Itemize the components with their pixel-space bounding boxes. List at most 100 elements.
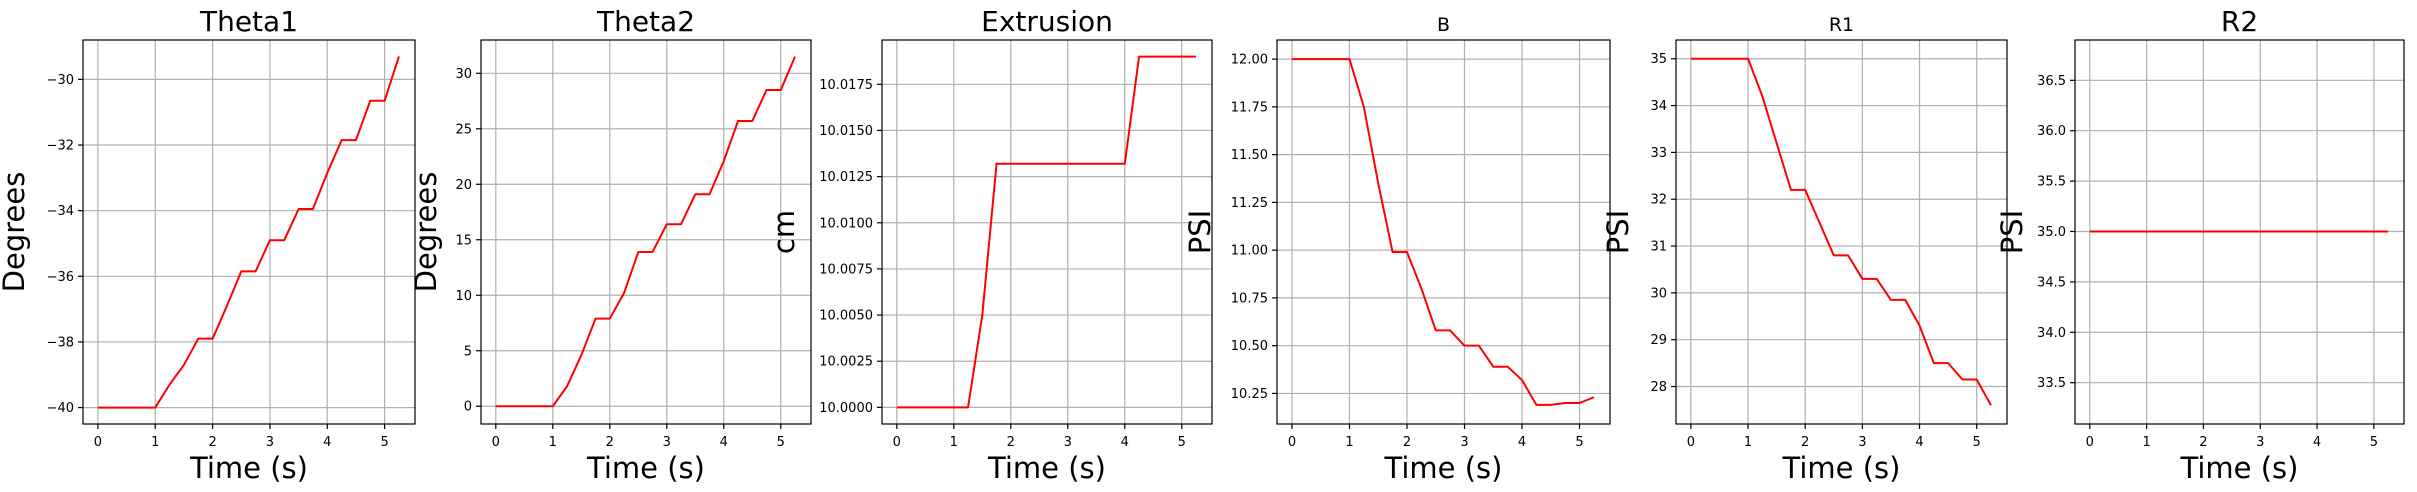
y-tick-label: 10.75 [1231, 291, 1268, 306]
y-tick-label: 25 [455, 122, 472, 137]
axes-frame [82, 39, 416, 425]
y-tick-label: 33.5 [2037, 376, 2066, 391]
x-tick-label: 4 [1121, 435, 1129, 450]
x-tick-label: 2 [2199, 435, 2207, 450]
y-tick-label: 34.5 [2037, 275, 2066, 290]
y-axis-label: Degrees [0, 172, 31, 293]
y-axis-label: Degrees [409, 172, 443, 293]
x-tick-label: 1 [549, 435, 557, 450]
series-line [1690, 57, 1992, 406]
y-tick-label: 11.75 [1231, 100, 1268, 115]
x-axis-label: Time (s) [1384, 451, 1503, 485]
subplot-title: Theta1 [199, 5, 298, 38]
subplot-title: B [1437, 14, 1450, 36]
y-tick-label: 29 [1650, 333, 1667, 348]
y-tick-label: −34 [47, 204, 74, 219]
y-tick-label: 10.0175 [819, 78, 873, 93]
x-tick-label: 5 [2370, 435, 2378, 450]
x-tick-label: 2 [1007, 435, 1015, 450]
y-tick-label: −30 [47, 73, 74, 88]
x-tick-label: 1 [151, 435, 159, 450]
x-tick-label: 3 [1858, 435, 1866, 450]
x-tick-label: 4 [323, 435, 331, 450]
x-tick-label: 4 [1518, 435, 1526, 450]
x-tick-label: 0 [1288, 435, 1296, 450]
x-axis-label: Time (s) [1782, 451, 1901, 485]
subplot-title: R1 [1829, 14, 1854, 36]
x-axis-label: Time (s) [987, 451, 1106, 485]
subplot-3: 0 1 2 3 4 5 10.0000 10.0025 10.0050 10.0075 10.010… [767, 5, 1213, 485]
x-tick-label: 5 [777, 435, 785, 450]
y-tick-label: 10.0000 [819, 401, 873, 416]
y-tick-label: 15 [455, 233, 472, 248]
y-tick-label: 20 [455, 178, 472, 193]
y-tick-label: 36.5 [2037, 74, 2066, 89]
y-axis-label: PSI [1995, 210, 2029, 254]
x-tick-label: 0 [492, 435, 500, 450]
x-tick-label: 3 [663, 435, 671, 450]
x-tick-label: 2 [1801, 435, 1809, 450]
axes-frame [881, 39, 1213, 425]
axes-frame [2074, 39, 2405, 425]
y-tick-label: 0 [464, 400, 472, 415]
x-tick-label: 0 [893, 435, 901, 450]
y-tick-label: 34.0 [2037, 326, 2066, 341]
y-tick-label: 12.00 [1231, 53, 1268, 68]
y-tick-label: 5 [464, 344, 472, 359]
x-axis-label: Time (s) [2180, 451, 2299, 485]
x-tick-label: 5 [1575, 435, 1583, 450]
y-tick-label: 30 [1650, 286, 1667, 301]
x-axis-label: Time (s) [189, 451, 308, 485]
y-tick-label: 10.0025 [819, 355, 873, 370]
x-tick-label: 3 [266, 435, 274, 450]
y-tick-label: 10.50 [1231, 339, 1268, 354]
x-tick-label: 0 [2086, 435, 2094, 450]
y-tick-label: 11.25 [1231, 196, 1268, 211]
subplot-title: R2 [2221, 5, 2258, 38]
y-tick-label: 36.0 [2037, 124, 2066, 139]
y-tick-label: 10.0050 [819, 309, 873, 324]
x-tick-label: 3 [1460, 435, 1468, 450]
y-tick-label: 30 [455, 67, 472, 82]
x-tick-label: 1 [1345, 435, 1353, 450]
axes-frame [480, 39, 812, 425]
y-tick-label: −36 [47, 270, 74, 285]
y-axis-label: PSI [1183, 210, 1217, 254]
x-tick-label: 3 [1064, 435, 1072, 450]
series-line [97, 56, 400, 409]
axes-frame [1276, 39, 1611, 425]
axes-frame [1675, 39, 2008, 425]
x-tick-label: 1 [950, 435, 958, 450]
y-tick-label: 10.0075 [819, 262, 873, 277]
subplot-4: 0 1 2 3 4 5 10.25 10.50 10.75 11.00 11.25 11.50 11.7… [1183, 14, 1611, 485]
subplot-title: Extrusion [981, 5, 1113, 38]
y-tick-label: 33 [1650, 146, 1667, 161]
subplot-1: 0 1 2 3 4 5 −40 −38 −36 −34 −32 −30 Theta1 Time (s) De… [0, 5, 416, 485]
y-tick-label: 31 [1650, 240, 1667, 255]
x-tick-label: 3 [2256, 435, 2264, 450]
x-tick-label: 4 [720, 435, 728, 450]
y-tick-label: 32 [1650, 193, 1667, 208]
series-line [896, 55, 1197, 409]
y-tick-label: 10.0150 [819, 124, 873, 139]
y-tick-label: 10.0125 [819, 170, 873, 185]
series-line [1291, 58, 1595, 406]
subplot-title: Theta2 [596, 5, 695, 38]
x-tick-label: 5 [1973, 435, 1981, 450]
y-tick-label: −38 [47, 335, 74, 350]
x-tick-label: 5 [380, 435, 388, 450]
series-line [495, 56, 796, 408]
x-tick-label: 5 [1178, 435, 1186, 450]
y-tick-label: 10 [455, 289, 472, 304]
y-tick-label: 35.5 [2037, 175, 2066, 190]
subplot-2: 0 1 2 3 4 5 0 5 10 15 20 25 30 Theta2 Time (s) Degrees [409, 5, 812, 485]
x-tick-label: 2 [606, 435, 614, 450]
y-tick-label: 10.25 [1231, 387, 1268, 402]
y-tick-label: 11.00 [1231, 244, 1268, 259]
x-tick-label: 2 [1403, 435, 1411, 450]
y-tick-label: 35.0 [2037, 225, 2066, 240]
x-tick-label: 4 [1915, 435, 1923, 450]
y-tick-label: 34 [1650, 99, 1667, 114]
